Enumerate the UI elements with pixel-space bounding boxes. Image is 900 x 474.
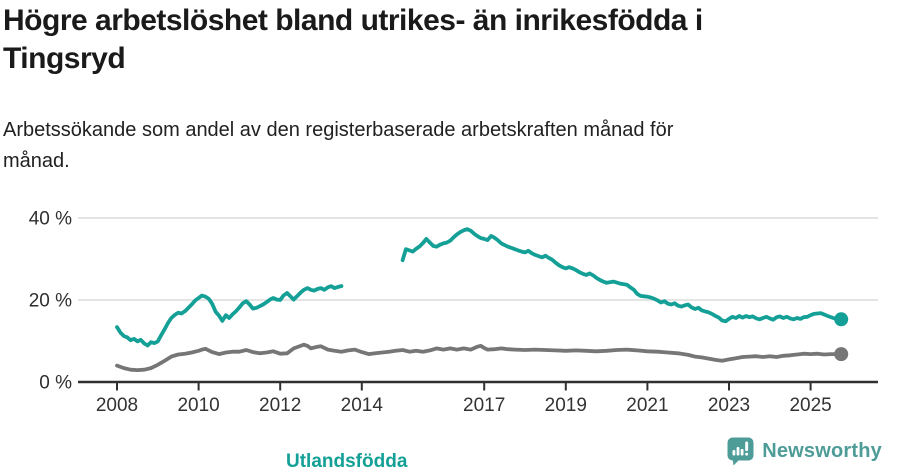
series-end-dot-utlandsfodda — [834, 312, 849, 327]
x-tick-label: 2014 — [341, 395, 384, 416]
series-line-utlandsfodda — [115, 284, 344, 348]
newsworthy-logo-text: Newsworthy — [762, 440, 882, 462]
unemployment-line-chart: 2008 2010 2012 2014 2017 2019 2021 2023 2025 0 % 2… — [29, 209, 878, 416]
series-label-utlandsfodda: Utlandsfödda — [286, 451, 408, 472]
x-tick-label: 2012 — [259, 395, 301, 416]
series-line-utlandsfodda — [400, 227, 844, 324]
x-tick-label: 2021 — [626, 395, 668, 416]
x-tick-label: 2017 — [463, 395, 505, 416]
page-title-line1: Högre arbetslöshet bland utrikes- än inr… — [3, 4, 703, 37]
chart-subtitle-line1: Arbetssökande som andel av den registerb… — [3, 119, 674, 141]
chart-subtitle: Arbetssökande som andel av den registerb… — [3, 115, 833, 177]
x-tick-label: 2010 — [177, 395, 219, 416]
newsworthy-logo: Newsworthy — [727, 437, 882, 466]
chart-area: 2008 2010 2012 2014 2017 2019 2021 2023 2025 0 % 2… — [0, 190, 900, 472]
y-tick-label: 0 % — [39, 373, 72, 394]
series-end-dot-total — [834, 347, 849, 362]
x-tick-label: 2019 — [545, 395, 587, 416]
y-tick-label: 20 % — [29, 291, 72, 312]
series-line-total — [115, 342, 844, 372]
x-tick-label: 2008 — [96, 395, 138, 416]
page-title-line2: Tingsryd — [3, 41, 126, 75]
page-title: Högre arbetslöshet bland utrikes- än inr… — [3, 2, 863, 78]
bar-chart-speech-bubble-icon — [727, 437, 754, 466]
chart-subtitle-line2: månad. — [3, 150, 70, 172]
y-tick-label: 40 % — [29, 209, 72, 230]
x-tick-label: 2025 — [789, 395, 831, 416]
x-tick-label: 2023 — [708, 395, 750, 416]
